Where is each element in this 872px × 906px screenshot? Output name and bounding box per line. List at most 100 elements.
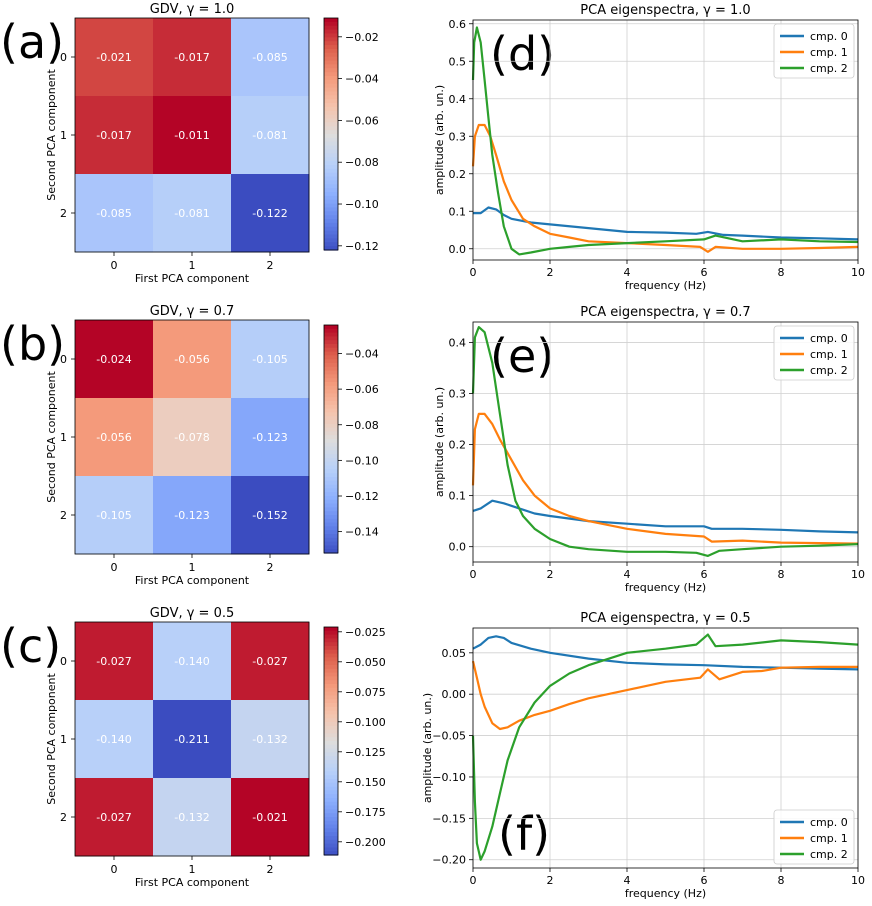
y-tick-label: 0.4 [449,336,467,349]
y-tick-label: 0 [60,51,67,64]
colorbar-segment [324,192,338,197]
y-tick-label: 0.3 [449,387,467,400]
colorbar-segment [324,534,338,539]
y-axis-label: Second PCA component [45,69,58,201]
colorbar-segment [324,21,338,27]
colorbar-segment [324,771,338,776]
x-tick-label: 2 [547,266,554,279]
colorbar-segment [324,423,338,429]
colorbar-segment [324,511,338,516]
chart-title: PCA eigenspectra, γ = 1.0 [580,3,750,18]
x-tick-label: 6 [701,874,708,887]
heatmap-cell [75,778,154,857]
colorbar-segment [324,646,338,651]
y-tick-label: 0 [60,655,67,668]
cell-value-label: -0.132 [252,733,287,746]
colorbar-tick-label: −0.175 [345,806,386,819]
x-tick-label: 4 [624,266,631,279]
series-line-cmp-0 [473,206,859,241]
y-axis-label: Second PCA component [45,673,58,805]
series-line-cmp-1 [471,412,859,545]
colorbar-tick-label: −0.100 [345,716,386,729]
colorbar-tick-label: −0.025 [345,626,386,639]
colorbar-segment [324,188,338,193]
colorbar-segment [324,33,338,38]
colorbar-segment [324,484,338,489]
colorbar-segment [324,518,338,524]
colorbar-segment [324,836,338,841]
colorbar-segment [324,168,338,174]
x-axis-label: First PCA component [135,272,250,285]
colorbar-segment [324,813,338,818]
cell-value-label: -0.056 [174,353,209,366]
colorbar-segment [324,725,338,731]
x-tick-label: 0 [111,863,118,876]
colorbar-segment [324,114,338,120]
heatmap-title: GDV, γ = 1.0 [150,2,235,17]
colorbar-segment [324,748,338,753]
cell-value-label: -0.021 [252,811,287,824]
colorbar-segment [324,328,338,334]
colorbar-segment [324,665,338,670]
colorbar-segment [324,661,338,666]
y-tick-label: 1 [60,733,67,746]
x-tick-label: 1 [189,259,196,272]
cell-value-label: -0.123 [252,431,287,444]
colorbar-segment [324,215,338,220]
colorbar-segment [324,790,338,795]
colorbar-tick-label: −0.12 [345,490,379,503]
heatmap-cell [153,96,232,175]
colorbar-segment [324,401,338,406]
colorbar-segment [324,37,338,42]
x-tick-label: 6 [701,266,708,279]
colorbar-segment [324,164,338,170]
cell-value-label: -0.105 [252,353,287,366]
colorbar-segment [324,627,338,632]
colorbar-segment [324,325,338,330]
x-axis-label: frequency (Hz) [625,887,706,900]
heatmap-cell [153,778,232,857]
x-tick-label: 8 [778,874,785,887]
x-tick-label: 0 [111,561,118,574]
heatmap-cell [153,622,232,701]
heatmap-cell [231,18,310,97]
x-tick-label: 0 [111,259,118,272]
heatmap-cell [153,398,232,477]
colorbar-frame [323,17,339,251]
legend-label-cmp-1: cmp. 1 [810,348,848,361]
cell-value-label: -0.105 [96,509,131,522]
colorbar-segment [324,370,338,375]
colorbar-segment [324,347,338,353]
colorbar-tick-label: −0.06 [345,114,379,127]
colorbar-segment [324,446,338,451]
colorbar-segment [324,195,338,201]
colorbar-tick-label: −0.125 [345,746,386,759]
colorbar-segment [324,763,338,769]
colorbar-segment [324,222,338,228]
colorbar-segment [324,703,338,708]
heatmap-cell [153,320,232,399]
cell-value-label: -0.017 [174,51,209,64]
colorbar-segment [324,359,338,364]
colorbar-segment [324,706,338,712]
colorbar-frame [323,626,339,856]
colorbar-segment [324,473,338,478]
cell-value-label: -0.081 [252,129,287,142]
colorbar-segment [324,145,338,151]
legend-label-cmp-0: cmp. 0 [810,816,848,829]
colorbar-segment [324,184,338,189]
line-chart-f: 0 2 4 6 8 10 0.05 0.00 −0.05 −0.10 −0.15 −0.20 PCA e… [421,611,865,900]
colorbar-segment [324,718,338,723]
colorbar-segment [324,798,338,803]
colorbar-segment [324,172,338,178]
x-axis-label: First PCA component [135,574,250,587]
cell-value-label: -0.085 [96,207,131,220]
colorbar-segment [324,714,338,719]
colorbar-segment [324,106,338,112]
y-tick-label: 0 [60,353,67,366]
y-tick-label: 0.1 [449,490,467,503]
x-tick-label: 10 [851,266,865,279]
colorbar-segment [324,794,338,799]
colorbar-tick-label: −0.04 [345,348,379,361]
legend-box [773,325,855,381]
